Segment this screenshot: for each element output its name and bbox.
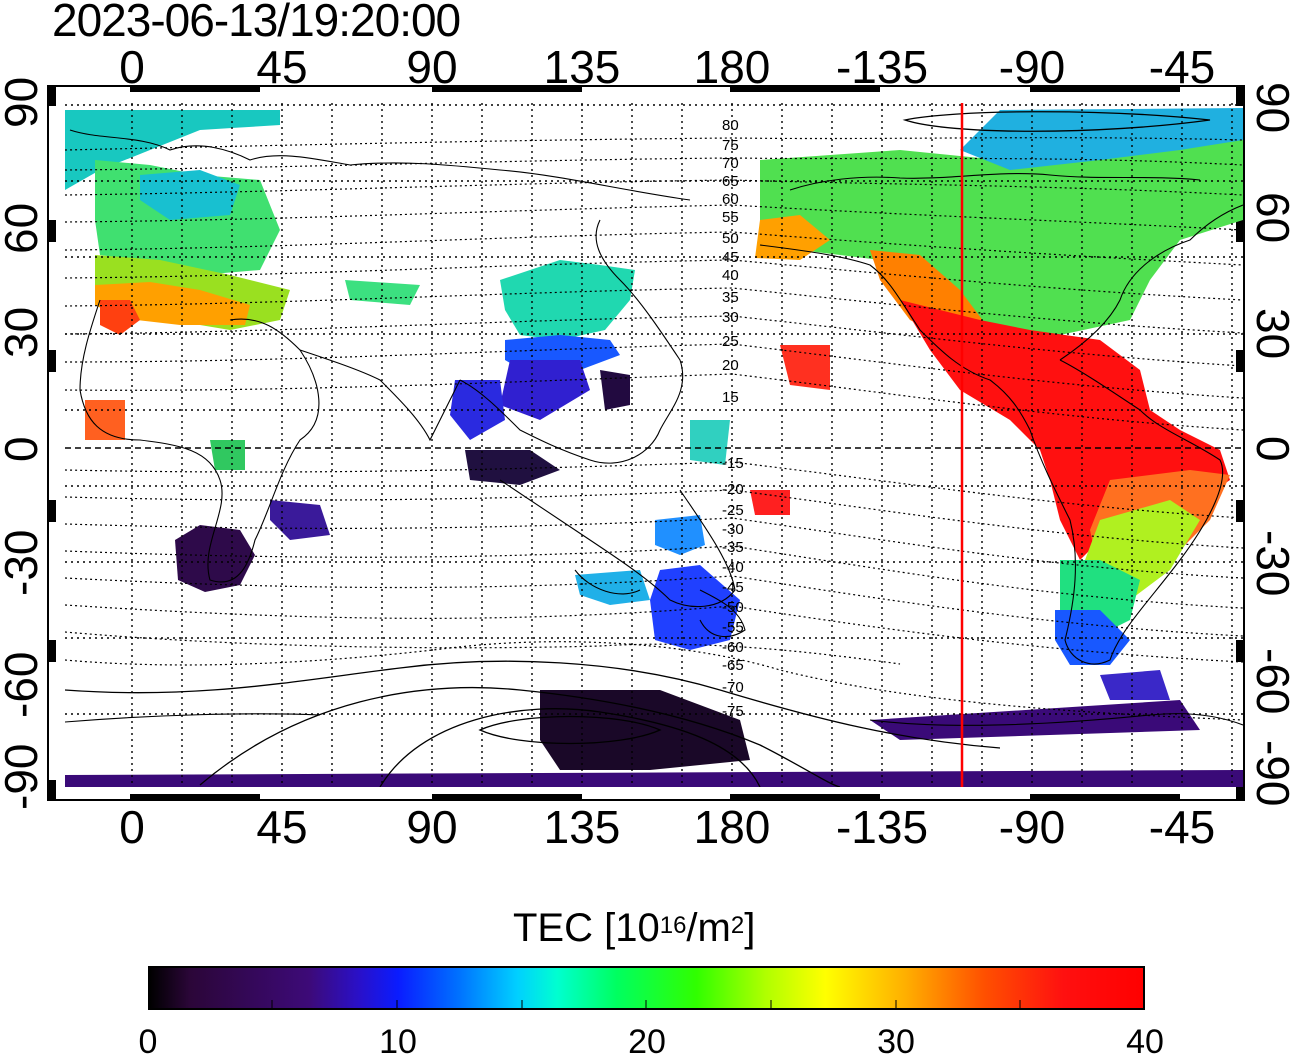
- lat-tick-left: -90: [0, 743, 47, 810]
- mlat-label: 35: [722, 289, 739, 306]
- colorbar-title: TEC [1016/m2]: [513, 905, 755, 951]
- lat-tick-left: 90: [0, 76, 47, 128]
- mlat-label: 70: [722, 155, 739, 172]
- lon-tick-top: 0: [119, 41, 145, 93]
- mlat-label: -40: [722, 559, 744, 576]
- lon-tick-bottom: 0: [119, 801, 145, 853]
- lon-tick-top: -90: [998, 41, 1066, 93]
- coastlines: [65, 129, 1243, 726]
- mlat-label: -30: [722, 521, 744, 538]
- mlat-label: -55: [722, 619, 744, 636]
- colorbar-label: 0: [138, 1023, 158, 1061]
- mlat-label: 60: [722, 191, 739, 208]
- magnetic-contours-solid: [65, 111, 1211, 787]
- mlat-label: 30: [722, 309, 739, 326]
- lon-tick-top: 45: [256, 41, 308, 93]
- magnetic-contours: [65, 137, 1243, 721]
- lon-tick-bottom: -135: [835, 801, 929, 853]
- frame-bars: [48, 86, 1244, 800]
- mlat-label: -35: [722, 539, 744, 556]
- lat-tick-left: -30: [0, 529, 47, 596]
- colorbar-title-end: ]: [744, 906, 756, 950]
- mlat-label: -20: [722, 481, 744, 498]
- lon-tick-bottom: 180: [693, 801, 771, 853]
- tec-map: 80 75 70 65 60 55 50 45 40 35 30 25 20 1…: [47, 85, 1245, 801]
- lat-tick-right: 30: [1247, 308, 1294, 360]
- mlat-label: 25: [722, 333, 739, 350]
- lat-tick-right: -90: [1247, 740, 1294, 807]
- colorbar-title-unit-exponent: 2: [730, 912, 745, 939]
- mlat-label: -25: [722, 502, 744, 519]
- mlat-label: 45: [722, 249, 739, 266]
- mlat-label: -15: [722, 455, 744, 472]
- lat-tick-right: 90: [1247, 82, 1294, 134]
- mlat-label: 80: [722, 117, 739, 134]
- lat-tick-left: 0: [0, 436, 47, 462]
- colorbar-title-main: TEC [10: [513, 906, 660, 950]
- lat-tick-left: 60: [0, 202, 47, 254]
- mlat-label: -45: [722, 579, 744, 596]
- mlat-label: -50: [722, 599, 744, 616]
- lat-tick-right: -30: [1247, 530, 1294, 597]
- colorbar-label: 40: [1126, 1023, 1164, 1061]
- lon-tick-bottom: 90: [406, 801, 458, 853]
- lon-tick-top: 180: [693, 41, 771, 93]
- mlat-label: 50: [722, 230, 739, 247]
- lon-tick-top: 90: [406, 41, 458, 93]
- map-frame: [47, 85, 1245, 801]
- lon-tick-top: -135: [835, 41, 929, 93]
- lon-tick-bottom: 45: [256, 801, 308, 853]
- mlat-label: 15: [722, 389, 739, 406]
- mlat-label: 75: [722, 137, 739, 154]
- mlat-label: 40: [722, 267, 739, 284]
- lat-tick-right: 0: [1247, 436, 1294, 462]
- colorbar-title-exponent: 16: [659, 912, 687, 939]
- graticule: [65, 103, 1243, 787]
- mlat-label: -75: [722, 703, 744, 720]
- lat-tick-right: -60: [1247, 648, 1294, 715]
- colorbar-title-unit: /m: [686, 906, 731, 950]
- mlat-label: -60: [722, 639, 744, 656]
- lon-tick-bottom: -45: [1148, 801, 1216, 853]
- colorbar-label: 10: [379, 1023, 417, 1061]
- mlat-label: 65: [722, 173, 739, 190]
- mlat-label: -65: [722, 657, 744, 674]
- mlat-label: 20: [722, 357, 739, 374]
- lon-tick-bottom: -90: [998, 801, 1066, 853]
- colorbar-ticks: [271, 1000, 1021, 1010]
- lat-tick-left: -60: [0, 651, 47, 718]
- mlat-labels: 80 75 70 65 60 55 50 45 40 35 30 25 20 1…: [722, 117, 744, 720]
- colorbar-label: 30: [877, 1023, 915, 1061]
- mlat-label: 55: [722, 209, 739, 226]
- lon-tick-bottom: 135: [543, 801, 621, 853]
- lat-tick-right: 60: [1247, 192, 1294, 244]
- mlat-label: -70: [722, 679, 744, 696]
- lon-tick-top: 135: [543, 41, 621, 93]
- timestamp: 2023-06-13/19:20:00: [52, 0, 461, 46]
- lon-tick-top: -45: [1148, 41, 1216, 93]
- lat-tick-left: 30: [0, 306, 47, 358]
- colorbar-label: 20: [628, 1023, 666, 1061]
